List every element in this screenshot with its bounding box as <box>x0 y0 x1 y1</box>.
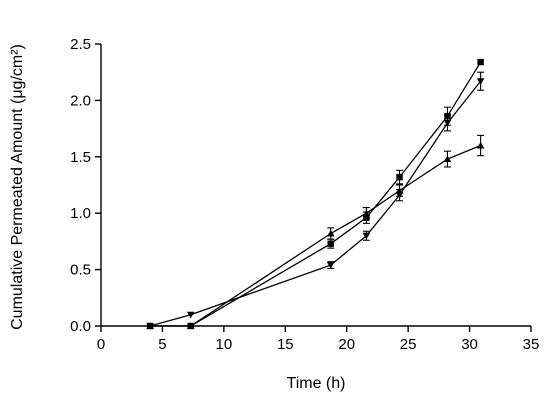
data-point-square <box>477 58 484 66</box>
y-tick-label: 2.5 <box>70 36 91 53</box>
plot-area: 0 5 10 15 20 25 30 35 0.0 0.5 1.0 1.5 2.0 2.5 <box>70 36 539 353</box>
data-point-triangle-up <box>476 141 485 149</box>
y-tick-label: 1.5 <box>70 149 91 166</box>
data-point-triangle-up <box>326 229 335 237</box>
data-point-triangle-up <box>443 155 452 163</box>
data-point-triangle-up <box>146 322 154 329</box>
x-tick-label: 5 <box>158 336 166 353</box>
data-point-triangle-down <box>476 78 485 85</box>
x-tick-label: 35 <box>523 336 540 353</box>
data-point-square <box>327 240 334 247</box>
x-tick-label: 25 <box>400 336 417 353</box>
y-tick-label: 1.0 <box>70 205 91 222</box>
series-line-triangle-down <box>149 80 482 327</box>
x-tick-label: 15 <box>277 336 294 353</box>
data-point-triangle-up <box>395 187 404 194</box>
data-point-square <box>396 173 403 181</box>
y-tick-label: 0.0 <box>70 318 91 335</box>
series-line-triangle-up <box>150 144 481 327</box>
x-tick-label: 20 <box>338 336 355 353</box>
data-point-triangle-down <box>326 262 335 269</box>
data-point-triangle-up <box>186 322 195 329</box>
y-tick-label: 0.5 <box>70 262 91 279</box>
x-tick-label: 0 <box>97 336 105 353</box>
data-point-triangle-down <box>362 232 371 240</box>
x-tick-label: 30 <box>461 336 478 353</box>
data-point-triangle-up <box>362 209 371 217</box>
series-line-square <box>150 61 482 327</box>
x-axis-title: Time (h) <box>287 375 346 392</box>
x-tick-label: 10 <box>216 336 233 353</box>
y-tick-label: 2.0 <box>70 92 91 109</box>
y-axis-title: Cumulative Permeated Amount (μg/cm²) <box>9 44 26 330</box>
data-point-triangle-down <box>186 311 195 319</box>
data-point-triangle-down <box>443 119 452 127</box>
